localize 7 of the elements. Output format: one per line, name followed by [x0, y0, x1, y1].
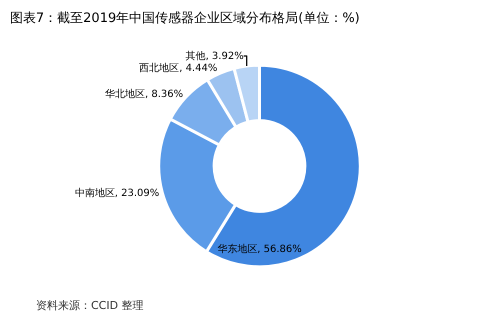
slice-label: 中南地区, 23.09%	[74, 186, 160, 199]
slice-label: 其他, 3.92%	[186, 50, 244, 62]
slice-label: 西北地区, 4.44%	[139, 62, 218, 74]
chart-title: 图表7：截至2019年中国传感器企业区域分布格局(单位：%)	[10, 10, 360, 26]
slice-label: 华北地区, 8.36%	[105, 88, 184, 100]
text: 资料来源：CCID 整理	[36, 299, 144, 312]
slice-label: 华东地区, 56.86%	[217, 243, 302, 256]
